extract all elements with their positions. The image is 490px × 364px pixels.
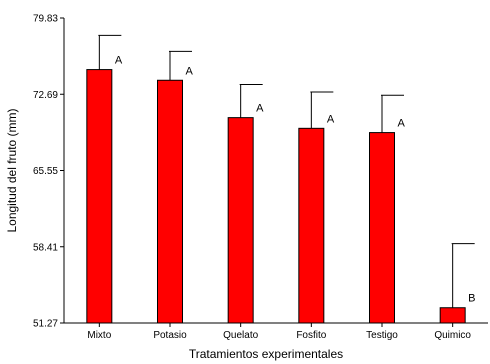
significance-label: A	[327, 113, 335, 125]
bar-quimico	[439, 307, 466, 324]
bars: A A A A A B	[86, 34, 476, 324]
x-axis: Mixto Potasio Quelato Fosfito Testigo Quimico	[64, 322, 488, 341]
bar-testigo	[369, 132, 395, 324]
x-tick-label: Fosfito	[296, 330, 326, 341]
y-tick-label: 58.41	[33, 242, 58, 253]
x-tick-label: Mixto	[87, 330, 111, 341]
x-tick-label: Quimico	[434, 330, 471, 341]
x-tick-label: Potasio	[153, 330, 187, 341]
y-axis-title: Longitud del fruto (mm)	[5, 108, 19, 232]
significance-label: A	[398, 118, 406, 130]
x-tick-label: Quelato	[223, 330, 258, 341]
y-tick-label: 51.27	[33, 319, 58, 330]
y-tick-label: 72.69	[33, 90, 58, 101]
significance-label: A	[115, 55, 123, 67]
significance-label: A	[186, 65, 194, 77]
bar-mixto	[86, 69, 113, 324]
significance-label: A	[256, 103, 264, 115]
x-tick-label: Testigo	[366, 330, 398, 341]
y-tick-label: 79.83	[33, 14, 58, 25]
y-tick-label: 65.55	[33, 166, 58, 177]
x-axis-title: Tratamientos experimentales	[189, 347, 343, 361]
bar-fosfito	[298, 127, 325, 324]
y-axis: 51.27 58.41 65.55 72.69 79.83	[33, 14, 65, 330]
bar-quelato	[227, 117, 254, 324]
bar-potasio	[157, 79, 183, 324]
significance-label: B	[468, 293, 475, 305]
